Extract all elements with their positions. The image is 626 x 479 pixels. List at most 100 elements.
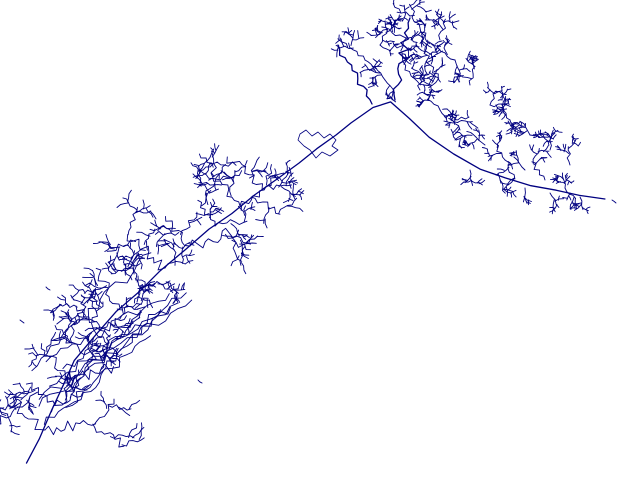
tributary-stream: [453, 26, 458, 30]
tributary-stream: [399, 34, 418, 43]
parallel-stream: [65, 309, 162, 408]
tributary-stream: [426, 59, 433, 64]
tributary-stream: [8, 389, 14, 395]
tributary-stream: [285, 170, 292, 174]
tributary-stream: [374, 79, 377, 84]
tributary-stream: [87, 279, 93, 289]
tributary-stream: [552, 199, 555, 209]
tributary-stream: [416, 5, 427, 13]
tributary-stream: [172, 238, 177, 245]
tributary-stream: [460, 179, 473, 186]
tributary-stream: [255, 219, 266, 221]
tributary-stream: [423, 92, 430, 95]
tributary-stream: [437, 89, 443, 93]
tributary-stream: [506, 88, 512, 91]
tributary-stream: [0, 404, 17, 411]
tributary-stream: [373, 83, 379, 88]
tributary-stream: [389, 95, 393, 101]
tributary-stream: [466, 50, 471, 61]
tributary-stream: [131, 426, 145, 439]
tributary-stream: [10, 430, 20, 436]
tributary-stream: [499, 130, 503, 135]
tributary-stream: [0, 406, 19, 425]
tributary-stream: [502, 100, 504, 111]
tributary-stream: [246, 234, 253, 245]
tributary-stream: [245, 234, 250, 238]
tributary-stream: [492, 109, 500, 113]
parallel-stream: [38, 302, 178, 407]
tributary-stream: [458, 145, 465, 148]
tributary-stream: [400, 37, 407, 52]
tributary-stream: [216, 208, 225, 212]
tributary-stream: [388, 49, 392, 57]
tributary-stream: [94, 344, 101, 347]
tributary-stream: [403, 17, 409, 21]
tributary-stream: [542, 134, 550, 146]
tributary-stream: [410, 58, 414, 63]
tributary-stream: [531, 144, 535, 151]
tributary-stream: [195, 169, 201, 179]
tributary-stream: [341, 31, 348, 34]
tributary-stream: [64, 363, 114, 382]
tributary-stream: [127, 244, 134, 254]
tributary-stream: [565, 174, 568, 179]
parallel-stream: [48, 292, 187, 387]
tributary-stream: [167, 281, 171, 288]
tributary-stream: [145, 289, 151, 294]
tributary-stream: [529, 144, 532, 151]
tributary-stream: [433, 64, 446, 73]
tributary-stream: [116, 252, 120, 261]
tributary-stream: [481, 134, 485, 140]
tributary-stream: [69, 312, 83, 322]
tributary-stream: [128, 399, 141, 410]
tributary-stream: [12, 383, 21, 386]
tributary-stream: [466, 68, 471, 72]
tributary-stream: [409, 0, 418, 7]
tributary-stream: [288, 166, 292, 177]
tributary-stream: [92, 423, 125, 448]
tributary-stream: [458, 73, 473, 80]
tributary-stream: [371, 65, 377, 73]
tributary-stream: [468, 65, 476, 86]
tributary-stream: [188, 243, 195, 246]
tributary-stream: [239, 177, 276, 207]
tributary-stream: [264, 218, 268, 229]
tributary-stream: [108, 261, 114, 269]
tributary-stream: [136, 275, 139, 283]
tributary-stream: [429, 48, 441, 56]
tributary-stream: [416, 91, 423, 96]
tributary-stream: [435, 90, 441, 92]
tributary-stream: [123, 257, 127, 276]
tributary-stream: [90, 343, 99, 346]
tributary-stream: [198, 181, 222, 186]
tributary-stream: [378, 18, 386, 23]
tributary-stream: [210, 147, 215, 154]
parallel-stream: [62, 306, 171, 370]
tributary-stream: [411, 45, 420, 48]
isolated-segment: [45, 286, 51, 291]
tributary-stream: [115, 347, 119, 357]
tributary-stream: [569, 196, 575, 206]
tributary-stream: [196, 219, 202, 226]
tributary-stream: [98, 241, 121, 249]
tributary-stream: [83, 267, 93, 272]
tributary-stream: [450, 115, 457, 119]
tributary-stream: [442, 40, 448, 55]
tributary-stream: [504, 98, 512, 101]
tributary-stream: [510, 189, 517, 194]
tributary-stream: [439, 109, 459, 124]
tributary-stream: [574, 197, 576, 209]
tributary-stream: [292, 183, 296, 200]
tributary-stream: [571, 201, 575, 206]
tributary-stream: [556, 148, 570, 155]
tributary-stream: [81, 295, 91, 299]
tributary-stream: [335, 38, 342, 44]
tributary-stream: [572, 142, 579, 147]
tributary-stream: [390, 21, 393, 33]
tributary-stream: [472, 59, 478, 62]
tributary-stream: [555, 179, 559, 183]
tributary-stream: [52, 310, 55, 321]
tributary-stream: [297, 190, 304, 195]
tributary-stream: [107, 258, 116, 263]
tributary-stream: [374, 66, 386, 81]
